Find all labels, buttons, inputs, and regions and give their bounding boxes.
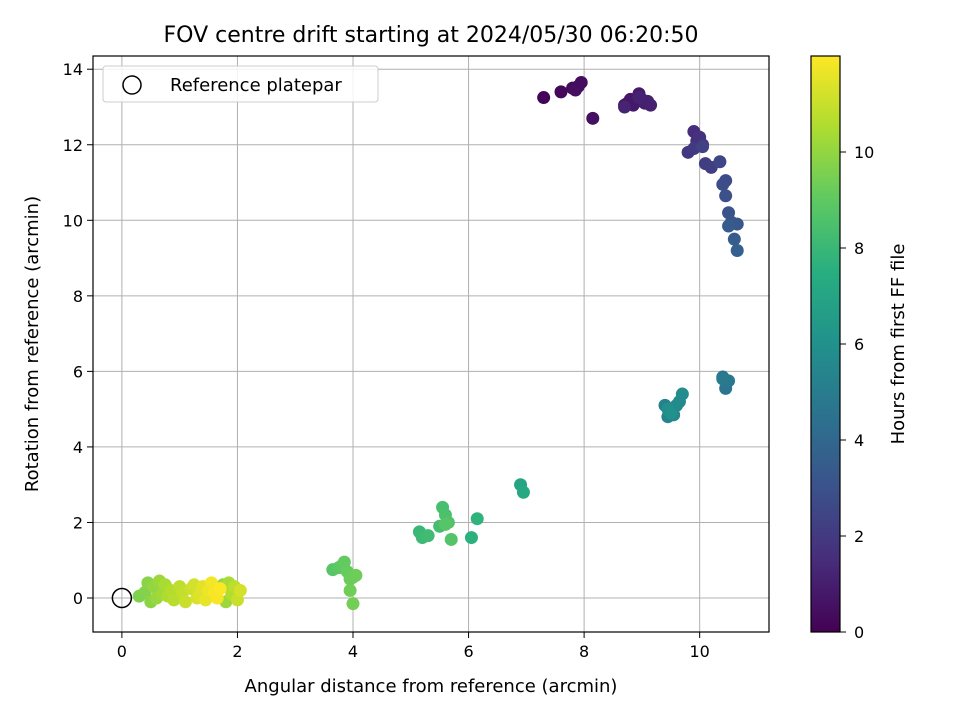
colorbar-tick-label: 10 xyxy=(854,143,874,162)
x-tick-label: 4 xyxy=(348,642,358,661)
data-point xyxy=(644,98,658,112)
data-point xyxy=(716,372,730,386)
colorbar-tick-label: 0 xyxy=(854,623,864,642)
x-tick-label: 10 xyxy=(689,642,709,661)
y-axis-ticks: 0 2 4 6 8 10 12 14 xyxy=(63,60,93,608)
data-point xyxy=(618,100,632,114)
y-tick-label: 8 xyxy=(73,287,83,306)
data-point xyxy=(349,568,363,582)
data-point xyxy=(716,177,730,191)
data-point xyxy=(233,583,247,597)
reference-marker xyxy=(111,587,133,609)
y-tick-label: 10 xyxy=(63,211,83,230)
y-tick-label: 4 xyxy=(73,438,83,457)
data-point xyxy=(470,512,484,526)
colorbar-ticks: 0 2 4 6 8 10 xyxy=(840,143,874,642)
data-point xyxy=(438,517,452,531)
reference-point xyxy=(111,587,133,609)
x-tick-label: 2 xyxy=(232,642,242,661)
colorbar xyxy=(810,55,841,633)
plot-frame xyxy=(92,55,770,633)
data-point xyxy=(444,532,458,546)
y-axis-label: Rotation from reference (arcmin) xyxy=(22,196,43,492)
data-point xyxy=(167,593,181,607)
data-points xyxy=(132,75,744,611)
data-point xyxy=(632,91,646,105)
chart-title: FOV centre drift starting at 2024/05/30 … xyxy=(164,23,699,48)
colorbar-tick-label: 2 xyxy=(854,527,864,546)
y-tick-label: 2 xyxy=(73,513,83,532)
x-axis-label: Angular distance from reference (arcmin) xyxy=(245,676,618,697)
data-point xyxy=(586,111,600,125)
x-tick-label: 0 xyxy=(117,642,127,661)
data-point xyxy=(664,406,678,420)
data-point xyxy=(727,232,741,246)
data-point xyxy=(722,219,736,233)
data-point xyxy=(719,189,733,203)
x-tick-label: 8 xyxy=(579,642,589,661)
y-tick-label: 6 xyxy=(73,362,83,381)
data-point xyxy=(213,582,227,596)
legend-box xyxy=(102,65,379,103)
data-point xyxy=(343,583,357,597)
data-point xyxy=(516,485,530,499)
legend-marker xyxy=(122,75,142,95)
data-point xyxy=(178,595,192,609)
colorbar-tick-label: 4 xyxy=(854,431,864,450)
colorbar-tick-label: 6 xyxy=(854,335,864,354)
grid xyxy=(93,56,769,632)
data-point xyxy=(568,83,582,97)
data-point xyxy=(730,244,744,258)
data-point xyxy=(713,155,727,169)
colorbar-label: Hours from first FF file xyxy=(888,244,909,445)
x-tick-label: 6 xyxy=(463,642,473,661)
data-point xyxy=(537,91,551,105)
colorbar-tick-label: 8 xyxy=(854,239,864,258)
data-point xyxy=(696,140,710,154)
y-tick-label: 0 xyxy=(73,589,83,608)
data-point xyxy=(675,387,689,401)
x-axis-ticks: 0 2 4 6 8 10 xyxy=(117,632,710,661)
y-tick-label: 12 xyxy=(63,136,83,155)
data-point xyxy=(421,529,435,543)
data-point xyxy=(346,597,360,611)
y-tick-label: 14 xyxy=(63,60,83,79)
legend: Reference platepar xyxy=(102,65,379,103)
data-point xyxy=(464,531,478,545)
data-point xyxy=(554,85,568,99)
legend-entry: Reference platepar xyxy=(170,75,342,96)
